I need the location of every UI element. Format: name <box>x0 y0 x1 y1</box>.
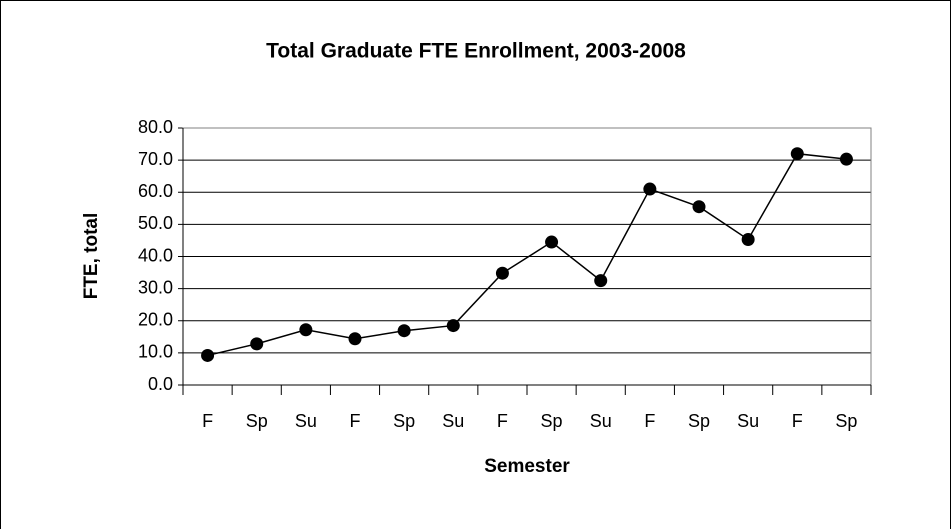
x-tick-label: Su <box>590 411 612 431</box>
y-tick-label: 30.0 <box>138 277 173 297</box>
x-tick-label: Sp <box>688 411 710 431</box>
x-tick-label: F <box>202 411 213 431</box>
y-tick-label: 0.0 <box>148 374 173 394</box>
marker <box>446 319 460 333</box>
x-tick-label: Su <box>442 411 464 431</box>
marker <box>299 323 313 337</box>
marker <box>201 348 215 362</box>
x-tick-label: Su <box>737 411 759 431</box>
marker <box>495 266 509 280</box>
x-tick-label: F <box>792 411 803 431</box>
marker <box>250 337 264 351</box>
x-tick-label: F <box>497 411 508 431</box>
marker <box>545 235 559 249</box>
x-tick-label: F <box>350 411 361 431</box>
y-tick-label: 20.0 <box>138 310 173 330</box>
marker <box>348 332 362 346</box>
x-tick-label: F <box>644 411 655 431</box>
x-tick-label: Sp <box>246 411 268 431</box>
marker <box>643 182 657 196</box>
y-tick-label: 70.0 <box>138 149 173 169</box>
marker <box>692 200 706 214</box>
line <box>207 152 847 357</box>
chart-title: Total Graduate FTE Enrollment, 2003-2008 <box>266 40 686 63</box>
marker <box>741 232 755 246</box>
x-axis-label: Semester <box>484 456 570 477</box>
marker <box>594 274 608 288</box>
x-tick-label: Su <box>295 411 317 431</box>
y-tick-label: 60.0 <box>138 181 173 201</box>
y-tick-label: 50.0 <box>138 213 173 233</box>
marker <box>839 152 853 166</box>
x-tick-label: Sp <box>541 411 563 431</box>
y-tick-label: 40.0 <box>138 245 173 265</box>
y-tick-label: 80.0 <box>138 117 173 137</box>
x-tick-label: Sp <box>393 411 415 431</box>
marker <box>397 324 411 338</box>
y-axis-label: FTE, total <box>81 213 102 300</box>
x-tick-label: Sp <box>835 411 857 431</box>
marker <box>790 147 804 161</box>
y-tick-label: 10.0 <box>138 342 173 362</box>
